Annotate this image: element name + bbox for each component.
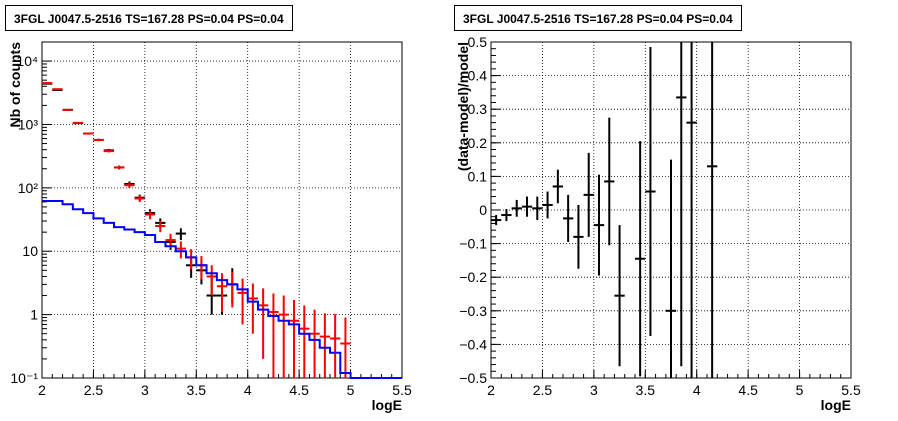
y-tick-label: −0.2 bbox=[459, 269, 487, 285]
y-tick-label: 0.1 bbox=[468, 168, 488, 184]
y-tick-label: 10⁴ bbox=[16, 53, 38, 69]
y-tick-label: −0.5 bbox=[459, 370, 487, 386]
y-tick-label: 0.5 bbox=[468, 34, 488, 50]
y-tick-label: 0 bbox=[479, 202, 487, 218]
y-tick-label: 0.3 bbox=[468, 101, 488, 117]
x-tick-label: 3.5 bbox=[187, 382, 207, 398]
y-tick-label: 0.2 bbox=[468, 135, 488, 151]
y-tick-label: −0.4 bbox=[459, 336, 487, 352]
title-box-right: 3FGL J0047.5-2516 TS=167.28 PS=0.04 PS=0… bbox=[454, 5, 742, 31]
plot-frame bbox=[41, 41, 403, 379]
x-tick-label: 3 bbox=[141, 382, 149, 398]
x-tick-label: 3.5 bbox=[636, 382, 656, 398]
x-tick-label: 2 bbox=[38, 382, 46, 398]
y-tick-label: 0.4 bbox=[468, 68, 488, 84]
x-tick-label: 5 bbox=[796, 382, 804, 398]
y-axis-title: Nb of counts bbox=[7, 42, 23, 128]
y-tick-label: −0.3 bbox=[459, 303, 487, 319]
counts-histogram-panel: 2 2.5 3 3.5 4 4.5 5 5.5 10⁻¹ 1 10 10² 10³ 10⁴ logE Nb o… bbox=[7, 41, 412, 413]
x-axis-title: logE bbox=[372, 397, 402, 413]
y-tick-label: −0.1 bbox=[459, 236, 487, 252]
x-tick-label: 4 bbox=[244, 382, 252, 398]
y-axis-title: (data-model)/model bbox=[455, 42, 471, 171]
x-tick-label: 5.5 bbox=[841, 382, 861, 398]
residuals-panel: 2 2.5 3 3.5 4 4.5 5 5.5 −0.5 −0.4 −0.3 −0.2 −0.1 0 0.1… bbox=[455, 34, 861, 413]
y-tick-label: 10³ bbox=[18, 116, 39, 132]
y-tick-label: 10² bbox=[18, 180, 39, 196]
y-tick-label: 10 bbox=[22, 243, 38, 259]
x-tick-label: 2.5 bbox=[84, 382, 104, 398]
y-tick-label: 10⁻¹ bbox=[10, 370, 38, 386]
x-tick-label: 5 bbox=[347, 382, 355, 398]
model-step-line bbox=[42, 200, 402, 379]
x-axis-title: logE bbox=[821, 397, 851, 413]
y-tick-label: 1 bbox=[30, 307, 38, 323]
x-tick-label: 4 bbox=[693, 382, 701, 398]
x-tick-label: 5.5 bbox=[392, 382, 412, 398]
x-tick-label: 2.5 bbox=[533, 382, 553, 398]
x-tick-label: 3 bbox=[590, 382, 598, 398]
x-tick-label: 4.5 bbox=[289, 382, 309, 398]
x-tick-label: 4.5 bbox=[738, 382, 758, 398]
title-box-left: 3FGL J0047.5-2516 TS=167.28 PS=0.04 PS=0… bbox=[5, 5, 293, 31]
x-tick-label: 2 bbox=[487, 382, 495, 398]
